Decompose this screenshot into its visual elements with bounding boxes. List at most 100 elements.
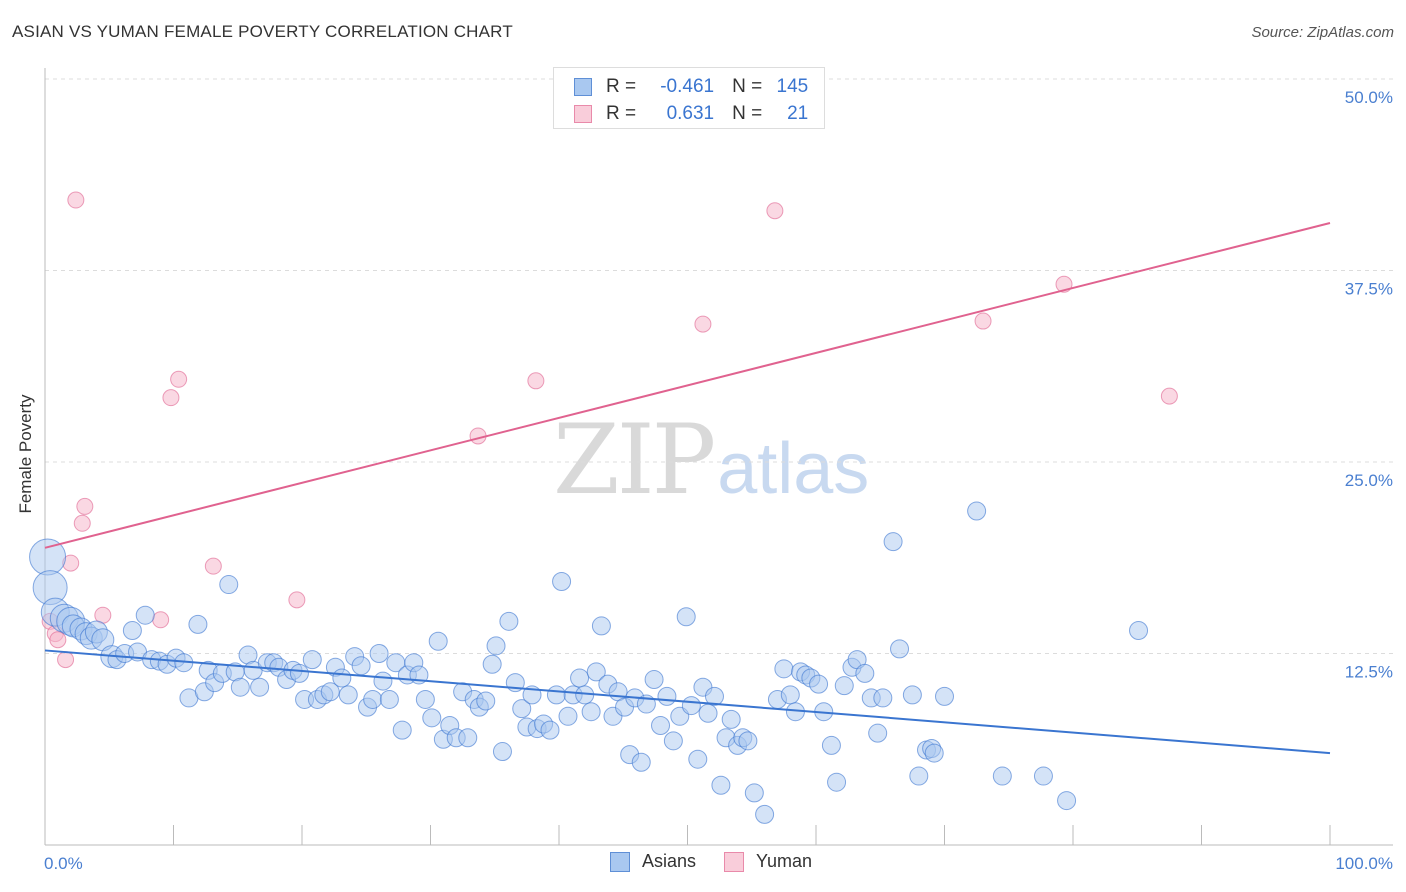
asian-point [1057, 791, 1077, 811]
yuman-points [41, 191, 1178, 669]
asian-point [250, 677, 270, 697]
asian-point [909, 766, 929, 786]
x-tick-label: 0.0% [44, 854, 83, 873]
asian-point [663, 731, 683, 751]
asian-point [332, 668, 352, 688]
legend-label-asians: Asians [642, 851, 697, 871]
asian-point [379, 689, 399, 709]
axes [44, 68, 1393, 846]
asian-point [302, 650, 322, 670]
yuman-point [288, 591, 306, 609]
asian-point [681, 696, 701, 716]
legend-label-yuman: Yuman [756, 851, 813, 871]
yuman-point [152, 611, 170, 629]
y-tick-label: 50.0% [1345, 88, 1393, 107]
asian-point [688, 749, 708, 769]
asian-point [924, 743, 944, 763]
yuman-point [49, 631, 67, 649]
asian-point [890, 639, 910, 659]
n-value: 145 [776, 76, 809, 97]
yuman-swatch [574, 105, 592, 123]
asian-point [631, 752, 651, 772]
r-label: R = [606, 76, 637, 97]
asian-point [373, 671, 393, 691]
asian-point [809, 674, 829, 694]
asian-points [29, 501, 1149, 824]
grid-lines [45, 78, 1393, 654]
y-tick-label: 37.5% [1345, 280, 1393, 299]
asian-point [476, 691, 496, 711]
asian-point [967, 501, 987, 521]
asian-point [738, 731, 758, 751]
yuman-point [527, 372, 545, 390]
asian-point [586, 662, 606, 682]
asian-point [499, 611, 519, 631]
r-label: R = [606, 103, 637, 124]
r-value: 0.631 [666, 103, 715, 124]
asian-point [868, 723, 888, 743]
asian-point [855, 663, 875, 683]
legend-item-asians: Asians [610, 851, 696, 872]
asian-point [570, 668, 590, 688]
asian-point [422, 708, 442, 728]
asian-point [883, 532, 903, 552]
trend-lines [44, 222, 1331, 755]
yuman-point [204, 557, 222, 575]
asian-point [711, 775, 731, 795]
yuman-swatch [724, 851, 745, 872]
asian-point [428, 631, 448, 651]
yuman-point [170, 370, 188, 388]
asian-point [744, 783, 764, 803]
source-label: Source: ZipAtlas.com [1251, 24, 1394, 41]
yuman-point [766, 202, 784, 220]
asian-point [492, 742, 512, 762]
yuman-point [1160, 387, 1178, 405]
asian-point [458, 728, 478, 748]
legend-row-yuman: R = 0.631 N = 21 [574, 101, 808, 127]
asian-point [821, 735, 841, 755]
asian-point [512, 699, 532, 719]
asians-swatch [574, 78, 592, 96]
y-tick-label: 25.0% [1345, 471, 1393, 490]
n-value: 21 [787, 103, 809, 124]
yuman-point [73, 514, 91, 532]
yuman-point [76, 497, 94, 515]
n-label: N = [732, 76, 763, 97]
y-tick-label: 12.5% [1345, 663, 1393, 682]
asian-point [392, 720, 412, 740]
asian-point [230, 677, 250, 697]
asian-point [540, 720, 560, 740]
tick-labels: 12.5% 25.0% 37.5% 50.0% 0.0% 100.0% [44, 88, 1393, 873]
asian-point [873, 688, 893, 708]
asian-point [219, 575, 239, 595]
asian-point [698, 703, 718, 723]
asian-point [780, 685, 800, 705]
asian-point [834, 676, 854, 696]
yuman-point [974, 312, 992, 330]
watermark-atlas: atlas [717, 429, 870, 509]
yuman-point [694, 315, 712, 333]
asian-point [1129, 621, 1149, 641]
asian-point [644, 670, 664, 690]
asian-point [992, 766, 1012, 786]
asian-point [827, 772, 847, 792]
asian-point [363, 689, 383, 709]
asian-point [581, 702, 601, 722]
asian-point [558, 706, 578, 726]
watermark: ZIPatlas [553, 404, 869, 516]
asian-point [704, 686, 724, 706]
asian-point [482, 654, 502, 674]
asian-point [338, 685, 358, 705]
watermark-zip: ZIP [553, 404, 716, 516]
asian-point [902, 685, 922, 705]
yuman-point [67, 191, 85, 209]
asian-point [415, 689, 435, 709]
legend-item-yuman: Yuman [724, 851, 812, 872]
asian-point [651, 716, 671, 736]
asian-point [188, 614, 208, 634]
n-label: N = [732, 103, 763, 124]
legend-row-asians: R = -0.461 N = 145 [574, 74, 808, 100]
asian-point [657, 686, 677, 706]
asian-point [546, 685, 566, 705]
r-value: -0.461 [660, 76, 715, 97]
